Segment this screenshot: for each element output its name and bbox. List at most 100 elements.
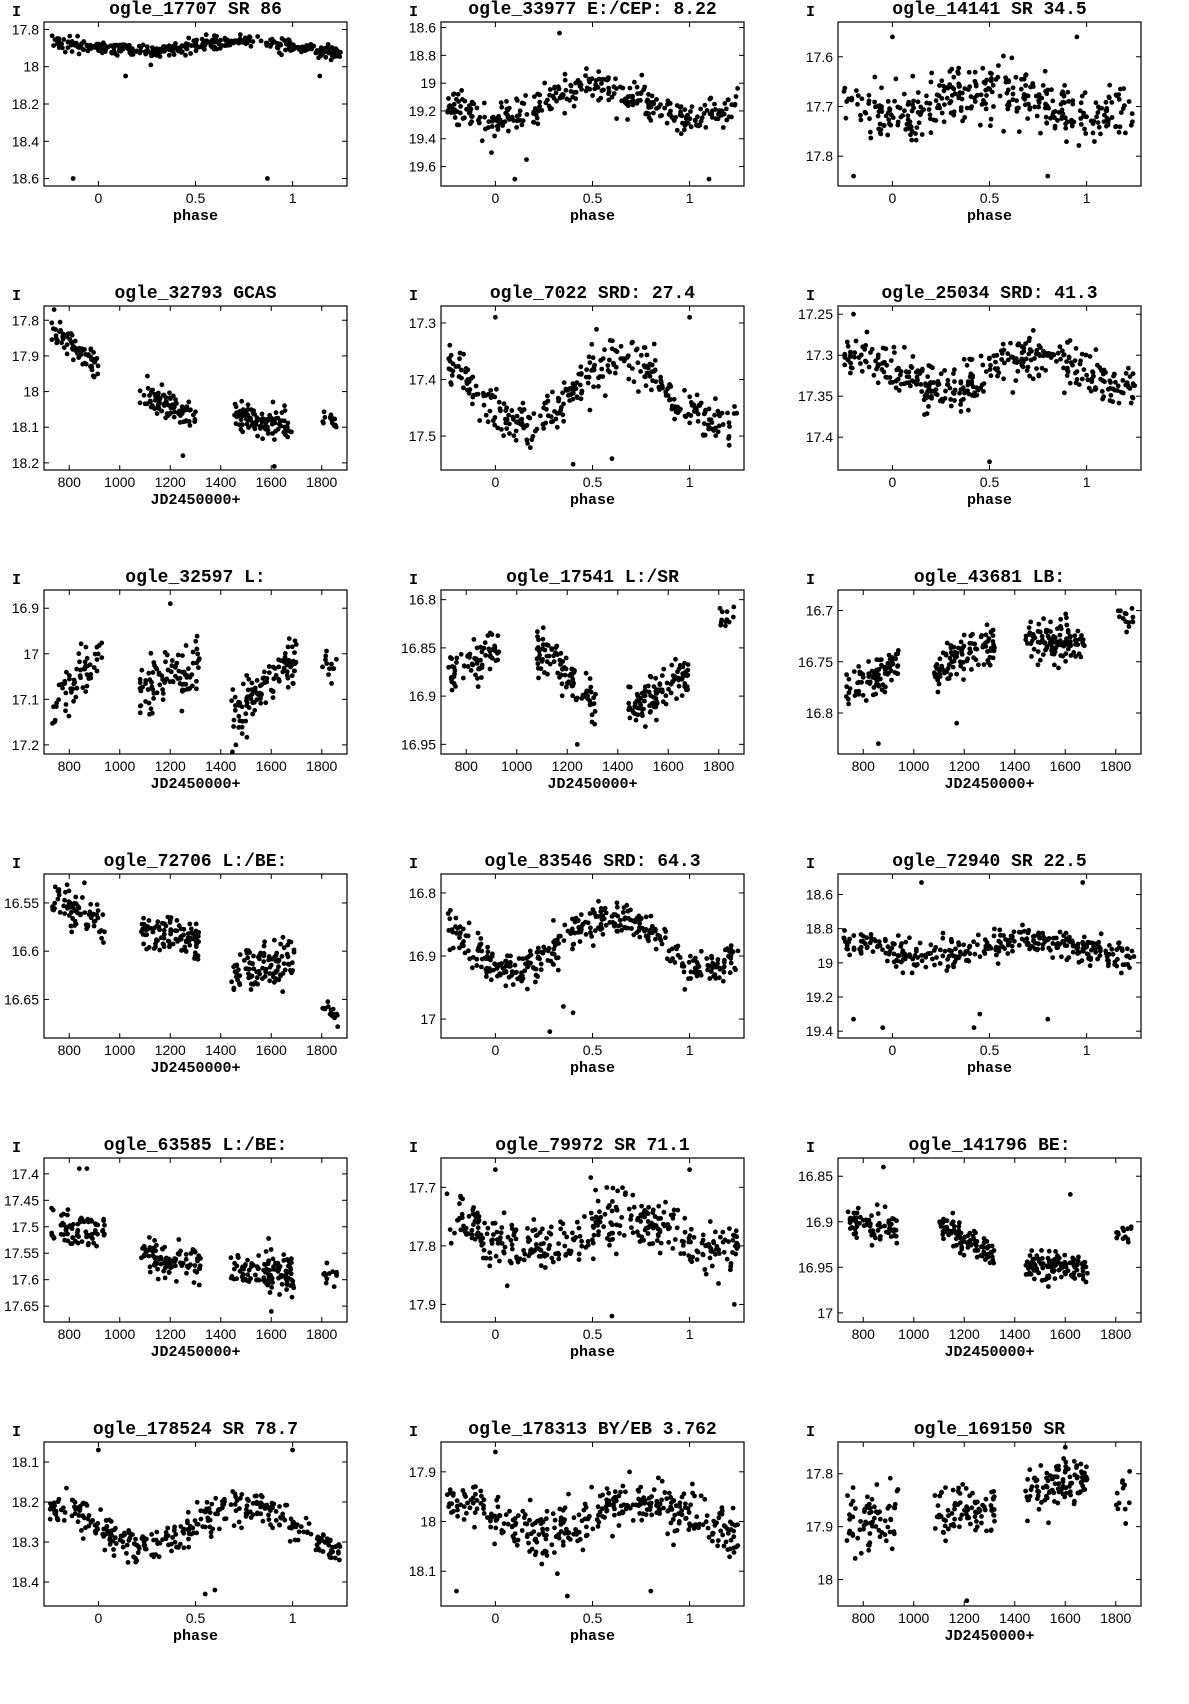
data-point [947, 69, 953, 74]
data-point [266, 1273, 272, 1279]
data-point [588, 689, 594, 695]
data-point [73, 894, 79, 900]
data-point [1113, 379, 1118, 385]
data-point [1073, 654, 1078, 659]
data-point [1082, 643, 1087, 649]
data-point [485, 391, 491, 397]
data-point [648, 927, 653, 933]
data-point [950, 664, 956, 670]
data-point [1021, 92, 1027, 97]
data-point [467, 109, 473, 115]
data-point [550, 1259, 556, 1265]
data-point [668, 108, 673, 114]
data-point [572, 919, 578, 925]
data-point [493, 1253, 499, 1259]
data-point [1093, 949, 1099, 955]
y-tick-label: 19.4 [806, 1023, 833, 1039]
data-point [1121, 86, 1127, 91]
data-point [694, 392, 700, 398]
data-point [526, 960, 531, 965]
plot-frame [43, 305, 348, 471]
data-point [999, 357, 1004, 362]
data-point [68, 331, 74, 336]
data-point [1076, 143, 1082, 148]
data-point [556, 1241, 561, 1246]
data-point [952, 367, 957, 373]
x-tick-label: 1000 [501, 758, 532, 774]
data-point [284, 424, 290, 430]
data-point [448, 382, 454, 387]
data-point [1063, 611, 1069, 617]
data-point [907, 123, 913, 129]
data-point [88, 347, 94, 353]
data-point [986, 636, 992, 641]
data-point [266, 1258, 271, 1264]
data-point [524, 157, 529, 163]
data-point [867, 940, 873, 946]
data-point [988, 945, 994, 951]
data-point [485, 633, 491, 638]
data-point [573, 697, 579, 703]
data-point [251, 411, 256, 417]
data-point [49, 1205, 54, 1211]
data-point [1071, 119, 1077, 125]
data-point [704, 108, 710, 113]
data-point [973, 657, 979, 663]
data-point [845, 343, 851, 349]
data-point [290, 968, 295, 973]
data-point [1114, 93, 1120, 99]
data-point [172, 928, 178, 933]
data-point [272, 437, 277, 442]
y-tick-label: 16.8 [409, 885, 436, 901]
data-point [156, 401, 162, 407]
data-point [623, 1190, 628, 1196]
data-point [463, 933, 469, 938]
data-point [265, 42, 271, 48]
data-point [501, 1249, 506, 1254]
data-point [731, 1302, 737, 1307]
data-point [1036, 931, 1041, 937]
data-point [147, 711, 152, 717]
data-point [240, 681, 246, 687]
data-point [451, 101, 457, 107]
data-point [445, 109, 450, 115]
data-point [246, 1267, 252, 1273]
data-point [616, 923, 621, 929]
data-point [692, 406, 698, 412]
data-point [145, 687, 151, 692]
data-point [1044, 120, 1050, 126]
data-point [570, 94, 576, 100]
data-point [880, 360, 885, 366]
data-point [335, 1024, 341, 1030]
data-point [94, 43, 100, 49]
data-point [172, 409, 178, 415]
data-point [860, 933, 866, 939]
data-point [276, 678, 282, 684]
data-point [254, 975, 260, 981]
data-point [481, 100, 487, 106]
data-point [706, 1241, 712, 1247]
data-point [843, 115, 849, 121]
data-point [846, 701, 851, 707]
data-point [270, 688, 275, 694]
data-point [686, 411, 691, 417]
data-point [603, 922, 609, 928]
data-point [542, 80, 548, 86]
y-tick-label: 17.45 [4, 1192, 39, 1208]
data-point [638, 702, 644, 708]
data-point [191, 412, 196, 418]
data-point [632, 704, 638, 709]
data-point [493, 1167, 498, 1173]
data-point [1037, 657, 1043, 663]
data-point [569, 928, 575, 934]
data-point [891, 951, 897, 957]
data-point [1045, 173, 1051, 179]
data-point [670, 1215, 676, 1221]
data-point [653, 675, 659, 681]
data-point [956, 71, 961, 76]
data-point [65, 1231, 70, 1237]
data-point [1089, 947, 1094, 953]
data-point [964, 948, 970, 954]
data-point [548, 958, 554, 964]
